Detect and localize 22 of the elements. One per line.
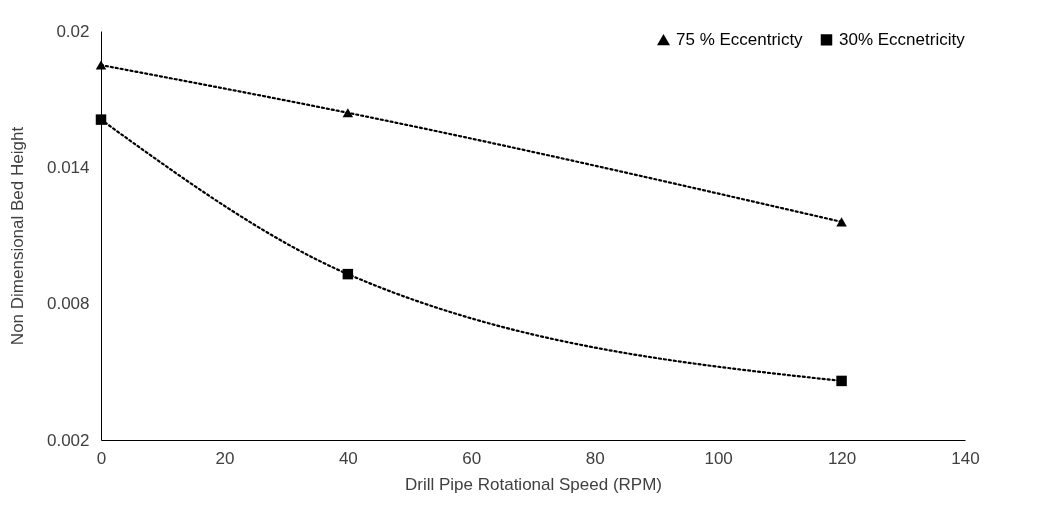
x-tick-label: 100 xyxy=(704,448,733,468)
x-axis-title: Drill Pipe Rotational Speed (RPM) xyxy=(405,474,662,494)
y-axis-title: Non Dimensional Bed Height xyxy=(7,126,27,346)
y-tick-label: 0.02 xyxy=(56,21,90,41)
x-tick-label: 140 xyxy=(951,448,980,468)
point xyxy=(95,114,107,125)
x-tick-label: 20 xyxy=(215,448,235,468)
x-tick-label: 40 xyxy=(338,448,358,468)
x-tick-label: 80 xyxy=(585,448,605,468)
point xyxy=(836,375,847,387)
legend-label: 75 % Eccentricty xyxy=(676,30,804,50)
y-tick-label: 0.014 xyxy=(46,157,90,177)
point xyxy=(342,108,354,118)
x-tick-label: 60 xyxy=(462,448,482,468)
y-tick-label: 0.008 xyxy=(46,294,90,314)
point xyxy=(95,60,107,70)
y-tick-label: 0.002 xyxy=(46,430,90,450)
x-tick-label: 0 xyxy=(96,448,107,468)
point xyxy=(836,217,847,227)
legend-label: 30% Eccnetricity xyxy=(839,29,966,49)
x-tick-label: 120 xyxy=(827,448,857,468)
point xyxy=(342,268,354,280)
